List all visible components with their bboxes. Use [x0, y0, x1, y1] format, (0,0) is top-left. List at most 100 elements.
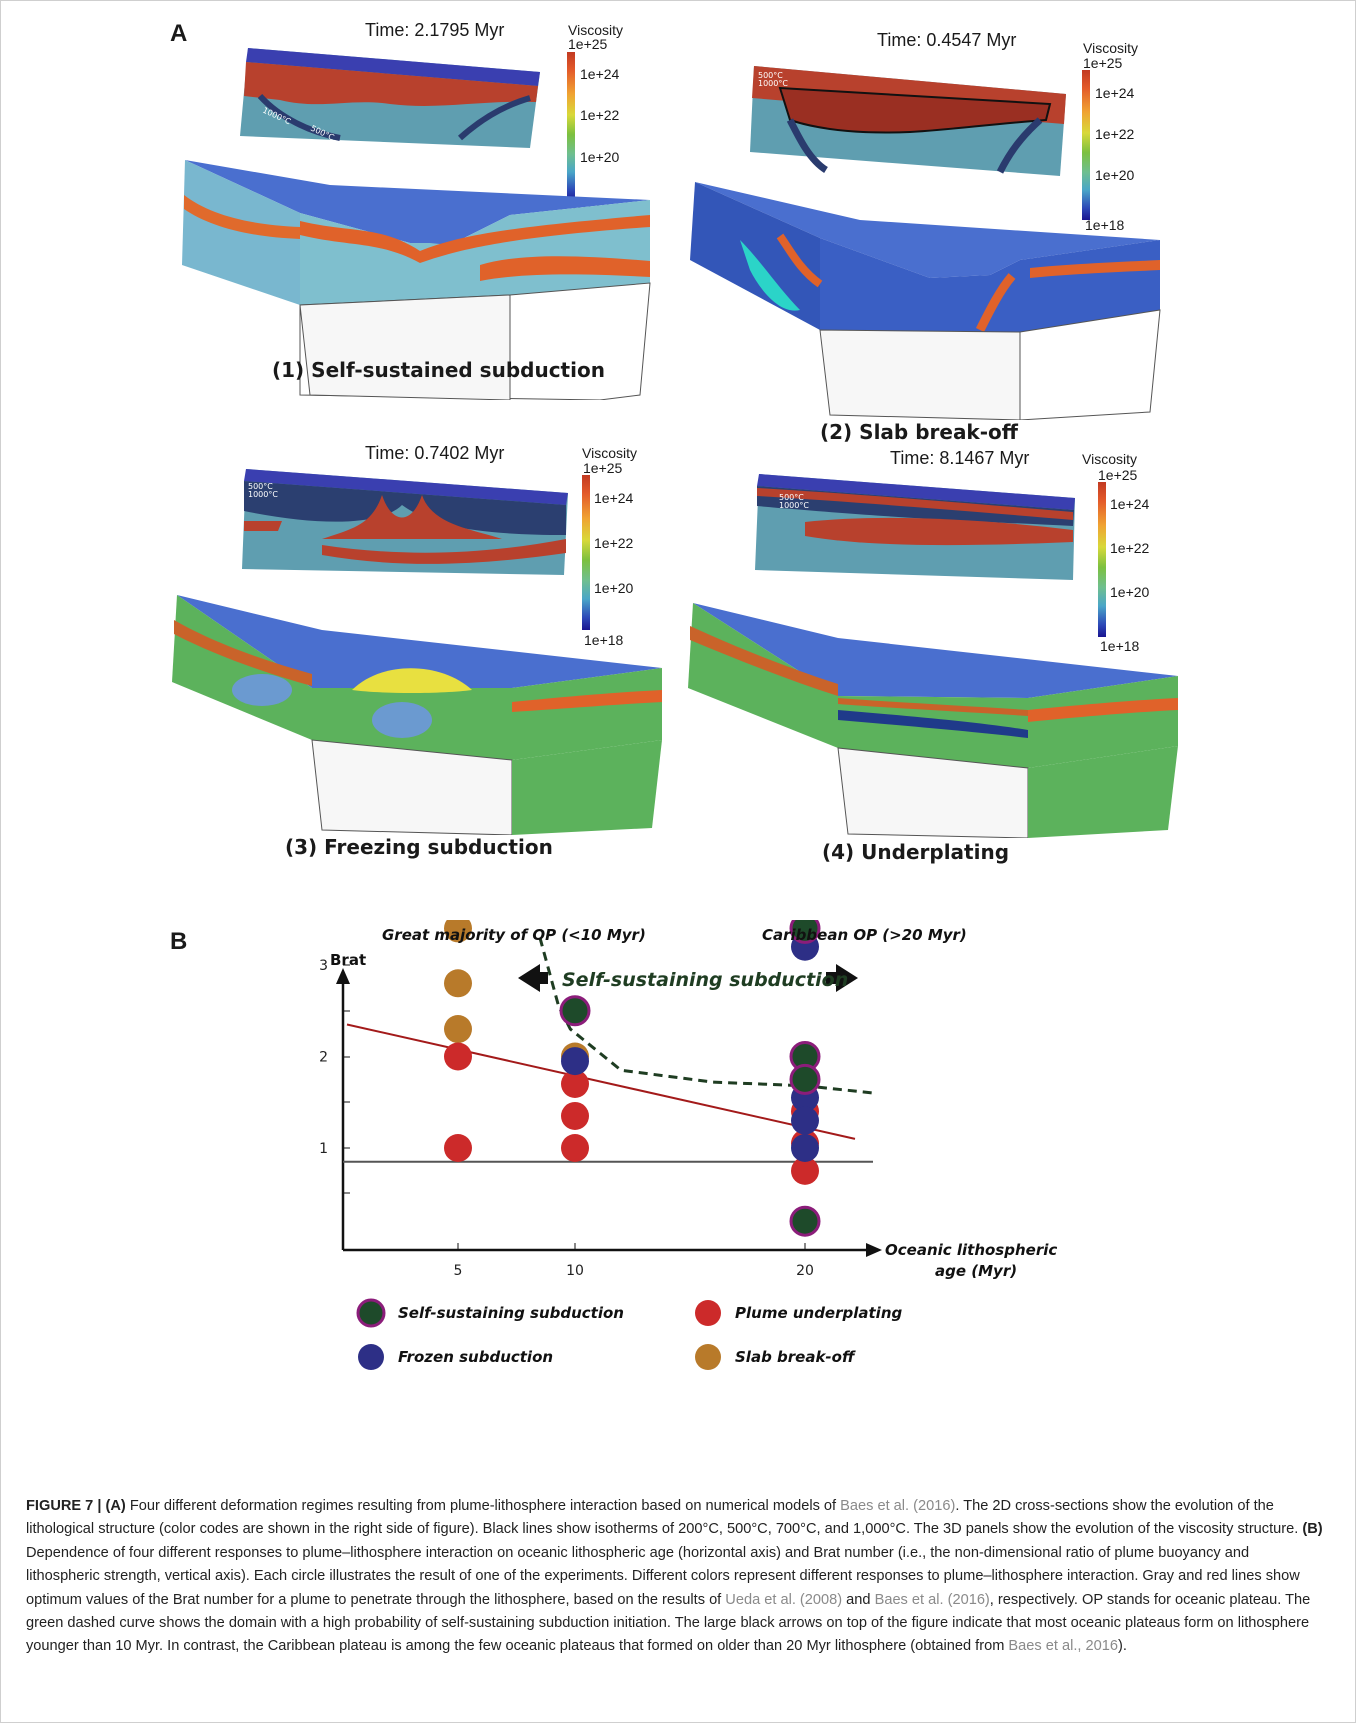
- data-point-self-sustaining: [789, 1205, 821, 1237]
- data-point-underplating: [561, 1134, 589, 1162]
- caption-text-3: Dependence of four different responses t…: [26, 1544, 1300, 1608]
- scene1-colorbar: [567, 52, 575, 202]
- scene2-tick: 1e+20: [1095, 167, 1135, 183]
- legend-label: Frozen subduction: [398, 1348, 553, 1366]
- legend-label: Self-sustaining subduction: [398, 1304, 624, 1322]
- scene4-tick: 1e+18: [1100, 638, 1140, 654]
- red-optimum-line: [346, 1023, 856, 1140]
- caption-ref-baes-2016c[interactable]: Baes et al., 2016: [1008, 1638, 1118, 1655]
- scene3-3d-model: [172, 595, 662, 835]
- annotation-left: Great majority of OP (<10 Myr): [382, 926, 646, 944]
- x-tick-label: 10: [566, 1263, 584, 1279]
- scene3-cross-section: 500°C 1000°C: [242, 469, 568, 575]
- scene1-label: (1) Self-sustained subduction: [272, 358, 605, 382]
- svg-text:500°C: 500°C: [248, 482, 273, 491]
- panel-b-letter: B: [170, 928, 188, 955]
- y-axis-arrow: [336, 968, 350, 984]
- scene1-viscosity-label: Viscosity: [568, 22, 623, 38]
- legend-label: Slab break-off: [735, 1348, 856, 1366]
- caption-figure-label: FIGURE 7 | (A): [26, 1498, 126, 1514]
- scene3-tick: 1e+25: [583, 460, 623, 476]
- scene3-viscosity-label: Viscosity: [582, 445, 637, 461]
- caption-text-5: , respectively. OP stands for oceanic pl…: [26, 1591, 1311, 1655]
- brat-age-chart: 1 2 3 5 10 20 Brat Oceanic lithospheric age (Myr…: [319, 920, 1057, 1370]
- legend-marker-underplating: [695, 1300, 721, 1326]
- data-point-underplating: [444, 1134, 472, 1162]
- scene3-colorbar: [582, 475, 590, 630]
- svg-text:500°C: 500°C: [779, 493, 804, 502]
- scene4-cross-section: 500°C 1000°C: [755, 474, 1075, 580]
- caption-text-4: and: [842, 1591, 875, 1608]
- caption-text-6: ).: [1117, 1638, 1127, 1655]
- scene3-tick: 1e+20: [594, 580, 634, 596]
- scene1-time: Time: 2.1795 Myr: [365, 20, 505, 40]
- scene4-3d-model: [688, 603, 1178, 838]
- scene1-tick: 1e+25: [568, 36, 608, 52]
- scene3-time: Time: 0.7402 Myr: [365, 443, 505, 463]
- legend-marker-frozen: [358, 1344, 384, 1370]
- data-point-self-sustaining: [789, 1063, 821, 1095]
- y-tick-label: 2: [319, 1050, 328, 1066]
- caption-ref-baes-2016b[interactable]: Baes et al. (2016): [874, 1591, 990, 1608]
- scene3-tick: 1e+18: [584, 632, 624, 648]
- data-point-self-sustaining: [789, 920, 821, 944]
- left-arrow: [518, 964, 548, 992]
- svg-text:1000°C: 1000°C: [758, 79, 788, 88]
- scene2-tick: 1e+18: [1085, 217, 1125, 233]
- scene1-3d-model: [182, 160, 651, 400]
- data-point-breakoff: [444, 920, 472, 943]
- y-tick-label: 3: [319, 958, 328, 974]
- scene2-label: (2) Slab break-off: [820, 420, 1018, 444]
- caption-ref-ueda-2008[interactable]: Ueda et al. (2008): [725, 1591, 843, 1608]
- x-axis-label-line2: age (Myr): [935, 1262, 1017, 1280]
- scene1-tick: 1e+24: [580, 66, 620, 82]
- figure-caption: FIGURE 7 | (A) Four different deformatio…: [26, 1495, 1326, 1659]
- svg-text:500°C: 500°C: [758, 71, 783, 80]
- scene4-label: (4) Underplating: [822, 840, 1010, 864]
- scene3-tick: 1e+22: [594, 535, 634, 551]
- scene1-cross-section: 1000°C 500°C: [240, 48, 540, 148]
- data-point-breakoff: [444, 969, 472, 998]
- scene2-tick: 1e+25: [1083, 55, 1123, 71]
- caption-panel-b-label: (B): [1302, 1521, 1323, 1538]
- scene4-tick: 1e+25: [1098, 467, 1138, 483]
- legend-label: Plume underplating: [735, 1304, 902, 1322]
- scene4-colorbar: [1098, 482, 1106, 637]
- legend-marker-breakoff: [695, 1344, 721, 1370]
- scene1-tick: 1e+20: [580, 149, 620, 165]
- caption-text-2: . The 2D cross-sections show the evoluti…: [26, 1498, 1303, 1538]
- scene3-label: (3) Freezing subduction: [285, 835, 553, 859]
- panel-a-letter: A: [170, 20, 188, 47]
- x-axis-arrow: [866, 1243, 882, 1257]
- data-point-frozen: [791, 1134, 819, 1162]
- x-tick-label: 5: [454, 1263, 463, 1279]
- y-axis-label: Brat: [330, 951, 366, 969]
- scene4-tick: 1e+22: [1110, 540, 1150, 556]
- data-point-frozen: [791, 1106, 819, 1135]
- scene2-colorbar: [1082, 70, 1090, 220]
- scene2-viscosity-label: Viscosity: [1083, 40, 1138, 56]
- annotation-right: Caribbean OP (>20 Myr): [762, 926, 967, 944]
- data-point-underplating: [561, 1101, 589, 1130]
- scene4-tick: 1e+24: [1110, 496, 1150, 512]
- scene2-time: Time: 0.4547 Myr: [877, 30, 1017, 50]
- scene3-tick: 1e+24: [594, 490, 634, 506]
- data-point-underplating: [444, 1042, 472, 1071]
- self-sustaining-domain-curve: [538, 937, 875, 1095]
- y-tick-label: 1: [319, 1141, 328, 1157]
- data-point-self-sustaining: [559, 995, 591, 1027]
- scene2-3d-model: [690, 182, 1161, 420]
- annotation-domain: Self-sustaining subduction: [562, 969, 848, 991]
- data-point-frozen: [561, 1047, 589, 1076]
- svg-text:1000°C: 1000°C: [779, 501, 809, 510]
- scene2-tick: 1e+24: [1095, 85, 1135, 101]
- scene4-viscosity-label: Viscosity: [1082, 451, 1137, 467]
- right-arrow: [826, 964, 858, 992]
- svg-text:1000°C: 1000°C: [248, 490, 278, 499]
- x-tick-label: 20: [796, 1263, 814, 1279]
- caption-ref-baes-2016[interactable]: Baes et al. (2016): [840, 1498, 956, 1514]
- scene4-time: Time: 8.1467 Myr: [890, 448, 1030, 468]
- scene2-cross-section: 500°C 1000°C: [750, 66, 1066, 176]
- data-point-underplating: [561, 1069, 589, 1098]
- data-point-breakoff: [444, 1015, 472, 1044]
